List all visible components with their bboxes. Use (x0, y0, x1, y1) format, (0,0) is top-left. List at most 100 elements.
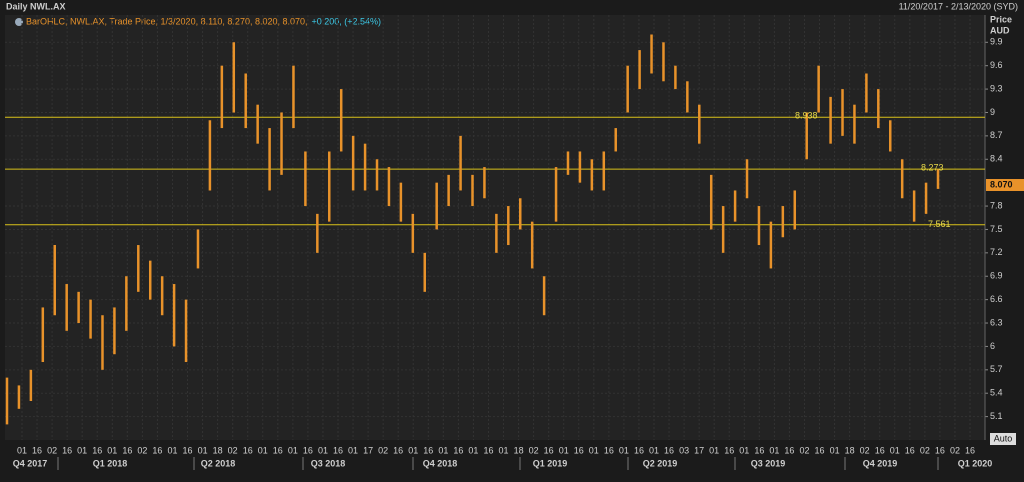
x-tick-label: 16 (32, 445, 42, 455)
x-tick-label: 16 (122, 445, 132, 455)
x-tick-label: 03 (679, 445, 689, 455)
level-label: 8.273 (921, 163, 944, 173)
x-tick-label: 16 (875, 445, 885, 455)
x-tick-label: 16 (664, 445, 674, 455)
x-tick-label: 01 (709, 445, 719, 455)
x-tick-label: 01 (499, 445, 509, 455)
y-tick-label: 5.7 (990, 364, 1003, 374)
x-tick-label: 16 (273, 445, 283, 455)
x-tick-label: 16 (303, 445, 313, 455)
x-tick-label: 01 (649, 445, 659, 455)
y-axis-label: AUD (990, 25, 1010, 35)
quarter-label: Q2 2018 (201, 458, 236, 468)
quarter-label: Q4 2018 (423, 458, 458, 468)
x-tick-label: 16 (92, 445, 102, 455)
x-tick-label: 16 (544, 445, 554, 455)
x-tick-label: 16 (815, 445, 825, 455)
x-tick-label: 01 (167, 445, 177, 455)
x-tick-label: 01 (318, 445, 328, 455)
x-tick-label: 16 (905, 445, 915, 455)
x-tick-label: 16 (574, 445, 584, 455)
chart-title: Daily NWL.AX (6, 1, 66, 11)
quarter-label: Q4 2017 (13, 458, 48, 468)
x-tick-label: 02 (529, 445, 539, 455)
y-tick-label: 8.7 (990, 130, 1003, 140)
x-tick-label: 01 (17, 445, 27, 455)
quarter-label: Q4 2019 (863, 458, 898, 468)
x-tick-label: 02 (860, 445, 870, 455)
x-tick-label: 01 (589, 445, 599, 455)
x-tick-label: 01 (288, 445, 298, 455)
legend-icon (15, 18, 23, 26)
x-tick-label: 16 (604, 445, 614, 455)
x-tick-label: 16 (754, 445, 764, 455)
legend-text: BarOHLC, NWL.AX, Trade Price, 1/3/2020, … (26, 16, 308, 26)
y-tick-label: 9.3 (990, 83, 1003, 93)
x-tick-label: 16 (634, 445, 644, 455)
x-tick-label: 01 (77, 445, 87, 455)
last-price-label: 8.070 (990, 179, 1013, 189)
y-axis-label: Price (990, 14, 1012, 24)
x-tick-label: 01 (258, 445, 268, 455)
x-tick-label: 02 (920, 445, 930, 455)
quarter-label: Q1 2019 (533, 458, 568, 468)
y-tick-label: 7.2 (990, 247, 1003, 257)
x-tick-label: 17 (694, 445, 704, 455)
y-tick-label: 5.4 (990, 388, 1003, 398)
x-tick-label: 16 (152, 445, 162, 455)
x-tick-label: 01 (107, 445, 117, 455)
quarter-label: Q1 2018 (93, 458, 128, 468)
y-tick-label: 6 (990, 341, 995, 351)
x-tick-label: 17 (363, 445, 373, 455)
quarter-label: Q1 2020 (958, 458, 993, 468)
auto-label[interactable]: Auto (994, 433, 1013, 443)
x-tick-label: 01 (468, 445, 478, 455)
x-tick-label: 16 (724, 445, 734, 455)
auto-button[interactable] (990, 433, 1016, 445)
x-tick-label: 16 (784, 445, 794, 455)
x-tick-label: 01 (619, 445, 629, 455)
x-tick-label: 02 (950, 445, 960, 455)
y-tick-label: 9.6 (990, 60, 1003, 70)
x-tick-label: 16 (62, 445, 72, 455)
x-tick-label: 01 (408, 445, 418, 455)
x-tick-label: 16 (393, 445, 403, 455)
date-range: 11/20/2017 - 2/13/2020 (SYD) (899, 1, 1018, 11)
x-tick-label: 16 (965, 445, 975, 455)
x-tick-label: 16 (243, 445, 253, 455)
x-tick-label: 02 (378, 445, 388, 455)
y-tick-label: 6.9 (990, 271, 1003, 281)
x-tick-label: 01 (890, 445, 900, 455)
y-tick-label: 5.1 (990, 411, 1003, 421)
x-tick-label: 18 (213, 445, 223, 455)
y-tick-label: 6.3 (990, 317, 1003, 327)
y-tick-label: 7.5 (990, 224, 1003, 234)
last-price-box (986, 179, 1024, 191)
x-tick-label: 02 (137, 445, 147, 455)
x-tick-label: 16 (333, 445, 343, 455)
quarter-label: Q2 2019 (643, 458, 678, 468)
x-tick-label: 01 (739, 445, 749, 455)
x-tick-label: 16 (453, 445, 463, 455)
x-tick-label: 02 (47, 445, 57, 455)
x-tick-label: 01 (559, 445, 569, 455)
x-tick-label: 01 (198, 445, 208, 455)
x-tick-label: 02 (228, 445, 238, 455)
x-tick-label: 16 (935, 445, 945, 455)
x-tick-label: 01 (830, 445, 840, 455)
x-tick-label: 01 (769, 445, 779, 455)
x-tick-label: 16 (423, 445, 433, 455)
legend-change: +0.200, (+2.54%) (312, 16, 382, 26)
x-tick-label: 18 (514, 445, 524, 455)
x-tick-label: 01 (348, 445, 358, 455)
y-tick-label: 9.9 (990, 37, 1003, 47)
level-label: 8.938 (795, 111, 818, 121)
x-tick-label: 02 (799, 445, 809, 455)
level-label: 7.561 (928, 219, 951, 229)
x-tick-label: 01 (438, 445, 448, 455)
x-tick-label: 16 (483, 445, 493, 455)
quarter-label: Q3 2019 (751, 458, 786, 468)
plot-area (5, 15, 985, 440)
quarter-label: Q3 2018 (311, 458, 346, 468)
